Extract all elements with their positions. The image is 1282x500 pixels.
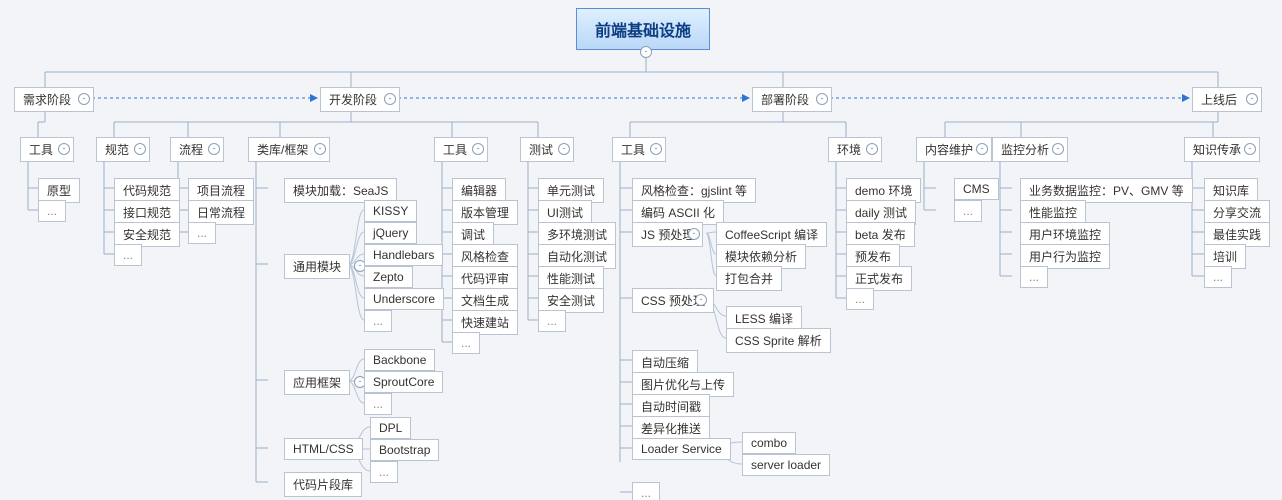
deploy-item-node: Loader Service — [632, 438, 731, 460]
collapse-toggle[interactable]: - — [1244, 143, 1256, 155]
leaf-node: ... — [538, 310, 566, 332]
lib-child-node: SproutCore — [364, 371, 443, 393]
collapse-toggle[interactable]: - — [866, 143, 878, 155]
lib-group-node: 代码片段库 — [284, 472, 362, 497]
collapse-toggle[interactable]: - — [58, 143, 70, 155]
root-node: 前端基础设施 — [576, 8, 710, 50]
lib-child-node: Handlebars — [364, 244, 443, 266]
mindmap-canvas: 前端基础设施-需求阶段-开发阶段-部署阶段-上线后-工具-规范-流程-类库/框架… — [0, 0, 1282, 500]
lib-group-node: 应用框架 — [284, 370, 350, 395]
lib-group-node: HTML/CSS — [284, 438, 363, 460]
leaf-node: ... — [1204, 266, 1232, 288]
collapse-toggle[interactable]: - — [976, 143, 988, 155]
collapse-toggle[interactable]: - — [650, 143, 662, 155]
collapse-toggle[interactable]: - — [640, 46, 652, 58]
leaf-node: CMS — [954, 178, 999, 200]
lib-child-node: Backbone — [364, 349, 435, 371]
lib-child-node: Zepto — [364, 266, 413, 288]
leaf-node: ... — [38, 200, 66, 222]
collapse-toggle[interactable]: - — [78, 93, 90, 105]
leaf-node: ... — [954, 200, 982, 222]
collapse-toggle[interactable]: - — [558, 143, 570, 155]
collapse-toggle[interactable]: - — [816, 93, 828, 105]
collapse-toggle[interactable]: - — [1246, 93, 1258, 105]
lib-child-node: KISSY — [364, 200, 417, 222]
collapse-toggle[interactable]: - — [472, 143, 484, 155]
leaf-node: ... — [452, 332, 480, 354]
lib-child-node: ... — [370, 461, 398, 483]
leaf-node: ... — [846, 288, 874, 310]
leaf-node: ... — [188, 222, 216, 244]
collapse-toggle[interactable]: - — [695, 294, 707, 306]
deploy-child-node: combo — [742, 432, 796, 454]
lib-child-node: jQuery — [364, 222, 417, 244]
collapse-toggle[interactable]: - — [314, 143, 326, 155]
lib-child-node: Bootstrap — [370, 439, 439, 461]
collapse-toggle[interactable]: - — [384, 93, 396, 105]
deploy-item-node: ... — [632, 482, 660, 500]
deploy-child-node: CSS Sprite 解析 — [726, 328, 831, 353]
lib-child-node: DPL — [370, 417, 411, 439]
collapse-toggle[interactable]: - — [688, 228, 700, 240]
collapse-toggle[interactable]: - — [1052, 143, 1064, 155]
lib-child-node: ... — [364, 310, 392, 332]
collapse-toggle[interactable]: - — [134, 143, 146, 155]
leaf-node: ... — [1020, 266, 1048, 288]
leaf-node: ... — [114, 244, 142, 266]
collapse-toggle[interactable]: - — [208, 143, 220, 155]
deploy-child-node: server loader — [742, 454, 830, 476]
lib-child-node: ... — [364, 393, 392, 415]
lib-child-node: Underscore — [364, 288, 444, 310]
deploy-child-node: 打包合并 — [716, 266, 782, 291]
lib-group-node: 通用模块 — [284, 254, 350, 279]
